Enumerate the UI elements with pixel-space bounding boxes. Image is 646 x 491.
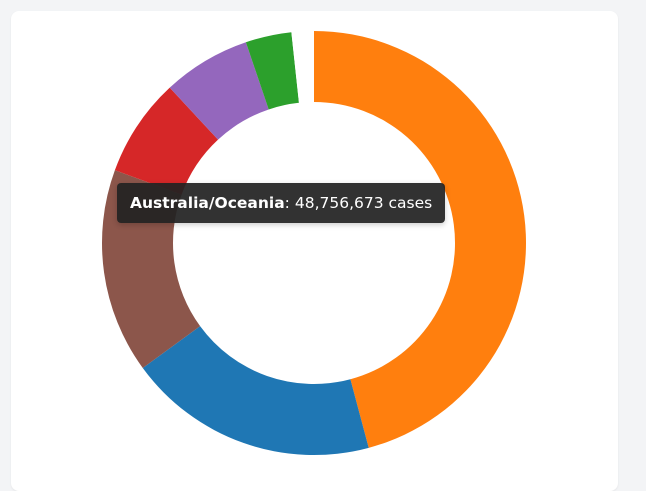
donut-chart — [101, 31, 527, 455]
donut-slice-europe[interactable] — [314, 31, 527, 448]
donut-slice-unlabeled[interactable] — [291, 31, 314, 103]
donut-slice-africa[interactable] — [114, 87, 219, 195]
donut-slice-asia[interactable] — [169, 42, 269, 140]
tooltip-separator: : — [284, 194, 290, 212]
donut-slice-australia-oceania[interactable] — [245, 32, 299, 110]
chart-tooltip: Australia/Oceania: 48,756,673 cases — [117, 183, 446, 223]
donut-slice-north-america[interactable] — [142, 326, 369, 455]
tooltip-label: Australia/Oceania — [130, 194, 285, 212]
tooltip-value: 48,756,673 cases — [294, 194, 433, 212]
